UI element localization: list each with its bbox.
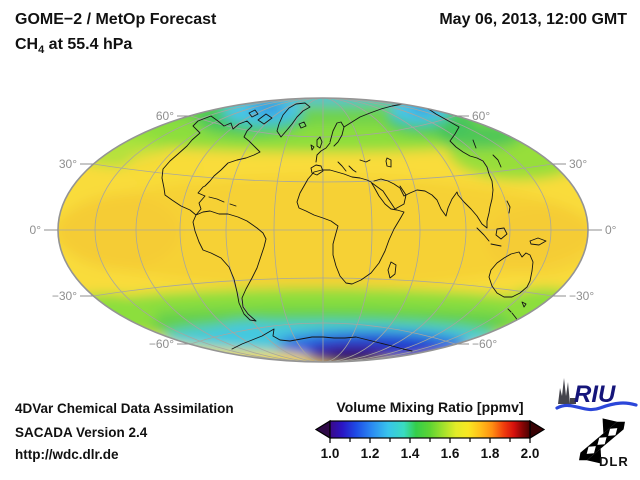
- coastline-australia: [488, 251, 534, 298]
- colorbar-right-arrow: [529, 419, 546, 440]
- lat-label-0-right: 0°: [605, 223, 617, 237]
- coastline-iceland: [298, 121, 307, 129]
- coastline-france: [315, 142, 331, 163]
- field-orange-w: [60, 194, 180, 270]
- lat-label-30n-right: 30°: [569, 157, 587, 171]
- colorbar-ticks: [329, 438, 531, 443]
- colorbar-title: Volume Mixing Ratio [ppmv]: [336, 399, 523, 415]
- dlr-arrow-icon: [579, 418, 625, 464]
- coastline-south-america: [192, 210, 267, 322]
- dlr-logo: DLR: [579, 418, 629, 469]
- coastline-greenland: [276, 102, 311, 138]
- coastline-japan: [472, 139, 502, 168]
- formula-prefix: CH: [15, 36, 39, 53]
- formula-subscript: 4: [38, 44, 45, 57]
- lat-label-30n-left: 30°: [59, 157, 77, 171]
- coastline-se-asia-islands: [476, 200, 547, 247]
- coastline-caspian: [385, 157, 392, 168]
- dlr-logo-text: DLR: [599, 454, 629, 469]
- dlr-lower-wing: [586, 448, 602, 464]
- lat-label-60n-right: 60°: [472, 109, 490, 123]
- dlr-diamond-3: [608, 428, 618, 436]
- coastline-arctic-islands: [248, 109, 273, 125]
- coastline-antarctica: [231, 328, 413, 352]
- colorbar-gradient: [329, 420, 531, 439]
- lat-label-30s-right: −30°: [569, 289, 594, 303]
- colorbar: Volume Mixing Ratio [ppmv] 1.0 1.2 1.4 1…: [314, 399, 546, 461]
- lat-label-60s-left: −60°: [149, 337, 174, 351]
- page-title: GOME−2 / MetOp Forecast: [15, 11, 217, 28]
- colorbar-tick-label: 1.8: [481, 446, 500, 461]
- graticule: [58, 98, 588, 362]
- riu-logo: RIU: [555, 378, 638, 412]
- coastline-arabia: [371, 182, 407, 210]
- footer-version: SACADA Version 2.4: [15, 425, 148, 440]
- dlr-diamond-1: [586, 446, 596, 454]
- coastline-british-isles: [310, 136, 323, 151]
- forecast-datetime: May 06, 2013, 12:00 GMT: [439, 11, 627, 28]
- footer-url: http://wdc.dlr.de: [15, 447, 119, 462]
- page-subtitle: CH4 at 55.4 hPa: [15, 36, 132, 56]
- coastline-italy-balkans: [337, 159, 371, 173]
- colorbar-left-arrow: [314, 419, 331, 440]
- riu-logo-text: RIU: [574, 381, 616, 408]
- coastline-africa: [296, 169, 405, 285]
- cathedral-icon: [558, 378, 576, 404]
- coastlines: [161, 102, 547, 352]
- colorbar-tick-label: 1.0: [321, 446, 340, 461]
- colorbar-tick-label: 1.2: [361, 446, 380, 461]
- dlr-upper-wing: [602, 418, 618, 434]
- field-npacific-yellow: [125, 151, 205, 185]
- field-orange-e: [485, 205, 588, 275]
- lat-label-60n-left: 60°: [156, 109, 174, 123]
- colorbar-tick-label: 2.0: [521, 446, 540, 461]
- formula-suffix: at 55.4 hPa: [44, 36, 133, 53]
- colorbar-tick-label: 1.6: [441, 446, 460, 461]
- coastline-scandinavia: [329, 121, 345, 147]
- latitude-labels: 60° 30° 0° −30° −60° 60° 30° 0° −30° −60…: [30, 109, 617, 351]
- coastline-caribbean: [208, 196, 237, 207]
- footer-assimilation: 4DVar Chemical Data Assimilation: [15, 401, 234, 416]
- field-arctic-blue-e: [410, 101, 438, 113]
- rhine-wave-icon: [555, 401, 638, 412]
- lat-label-0-left: 0°: [30, 223, 42, 237]
- graticule-ticks: [44, 115, 602, 345]
- lat-label-60s-right: −60°: [472, 337, 497, 351]
- ch4-field: [58, 98, 588, 362]
- colorbar-tick-label: 1.4: [401, 446, 420, 461]
- coastline-iberia: [310, 164, 324, 176]
- dlr-diamond-2: [597, 437, 607, 445]
- coastline-madagascar: [387, 261, 397, 279]
- lat-label-30s-left: −30°: [52, 289, 77, 303]
- coastline-north-america: [161, 115, 261, 216]
